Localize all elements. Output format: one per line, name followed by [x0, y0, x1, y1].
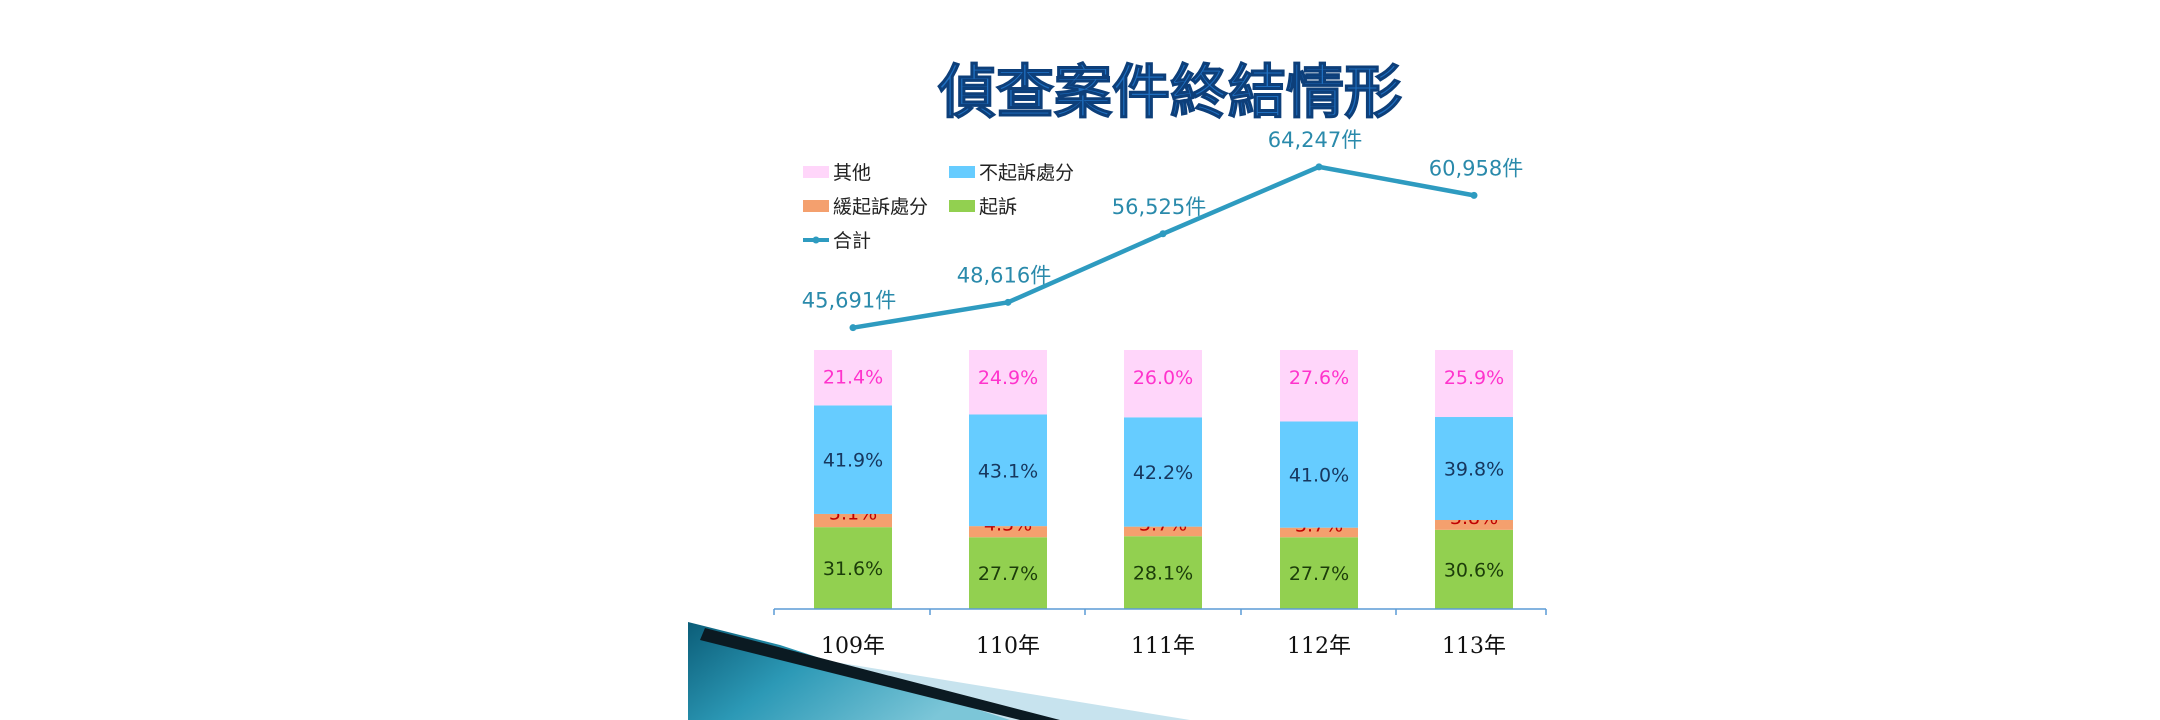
bar-indictment-1: [969, 537, 1047, 609]
x-tick-label-1: 110年: [976, 634, 1040, 659]
bar-indictment-2: [1124, 536, 1202, 609]
total-label-0: 45,691件: [802, 289, 896, 313]
chart-title: 偵查案件終結情形: [937, 58, 1402, 126]
x-axis: [773, 608, 1547, 615]
x-tick-label-3: 112年: [1287, 634, 1351, 659]
bar-indictment-4: [1435, 529, 1513, 609]
bar-non_indictment-3: [1280, 421, 1358, 528]
total-label-1: 48,616件: [957, 263, 1051, 287]
bar-deferred-1: [969, 526, 1047, 538]
x-tick-label-4: 113年: [1442, 634, 1506, 659]
bar-indictment-0: [814, 527, 892, 609]
legend-marker-total: [812, 236, 820, 244]
total-label-2: 56,525件: [1112, 195, 1206, 219]
legend-swatch-non_indictment: [949, 166, 975, 178]
bar-deferred-4: [1435, 519, 1513, 530]
data-label-indictment-4: 30.6%: [1444, 559, 1504, 581]
data-label-indictment-0: 31.6%: [823, 558, 883, 580]
bar-other-4: [1435, 350, 1513, 418]
x-tick-label-2: 111年: [1131, 634, 1195, 659]
x-tick-label-0: 109年: [821, 634, 885, 659]
total-label-4: 60,958件: [1429, 156, 1523, 180]
legend-swatch-other: [803, 166, 829, 178]
total-line-series: 45,691件 48,616件 56,525件 64,247件 60,958件: [802, 128, 1523, 332]
bar-non_indictment-4: [1435, 417, 1513, 520]
data-label-other-3: 27.6%: [1289, 367, 1349, 389]
bar-deferred-2: [1124, 526, 1202, 537]
legend-label-deferred: 緩起訴處分: [833, 196, 928, 218]
data-label-indictment-3: 27.7%: [1289, 563, 1349, 585]
legend-label-other: 其他: [833, 162, 871, 184]
bar-other-1: [969, 350, 1047, 415]
bar-other-3: [1280, 350, 1358, 422]
legend-swatch-deferred: [803, 200, 829, 212]
total-point-1: [1004, 298, 1012, 306]
legend-label-non_indictment: 不起訴處分: [979, 162, 1074, 184]
data-label-non_indictment-0: 41.9%: [823, 450, 883, 472]
total-point-4: [1470, 191, 1478, 199]
bar-other-2: [1124, 350, 1202, 418]
bar-other-0: [814, 350, 892, 406]
legend-swatch-indictment: [949, 200, 975, 212]
total-line-path: [852, 164, 1475, 330]
legend-label-indictment: 起訴: [979, 196, 1017, 218]
bars: 31.6%5.1%41.9%21.4%27.7%4.3%43.1%24.9%28…: [814, 350, 1513, 609]
data-label-non_indictment-2: 42.2%: [1133, 462, 1193, 484]
bar-indictment-3: [1280, 537, 1358, 609]
data-label-other-4: 25.9%: [1444, 367, 1504, 389]
data-label-non_indictment-3: 41.0%: [1289, 465, 1349, 487]
bar-non_indictment-0: [814, 405, 892, 514]
data-label-other-1: 24.9%: [978, 367, 1038, 389]
decorative-corner: [688, 622, 1190, 720]
data-label-indictment-2: 28.1%: [1133, 563, 1193, 585]
bar-deferred-0: [814, 513, 892, 528]
data-label-other-2: 26.0%: [1133, 367, 1193, 389]
data-label-other-0: 21.4%: [823, 367, 883, 389]
total-point-3: [1315, 163, 1323, 171]
bar-non_indictment-2: [1124, 417, 1202, 527]
bar-deferred-3: [1280, 527, 1358, 538]
data-label-indictment-1: 27.7%: [978, 563, 1038, 585]
total-point-0: [849, 324, 857, 332]
x-tick-labels: 109年 110年 111年 112年 113年: [821, 634, 1506, 659]
total-point-2: [1159, 230, 1167, 238]
bar-non_indictment-1: [969, 414, 1047, 527]
decor-dark-stripe: [700, 628, 1060, 720]
data-label-non_indictment-1: 43.1%: [978, 460, 1038, 482]
data-label-non_indictment-4: 39.8%: [1444, 459, 1504, 481]
total-label-3: 64,247件: [1268, 128, 1362, 152]
legend-label-total: 合計: [833, 230, 871, 252]
